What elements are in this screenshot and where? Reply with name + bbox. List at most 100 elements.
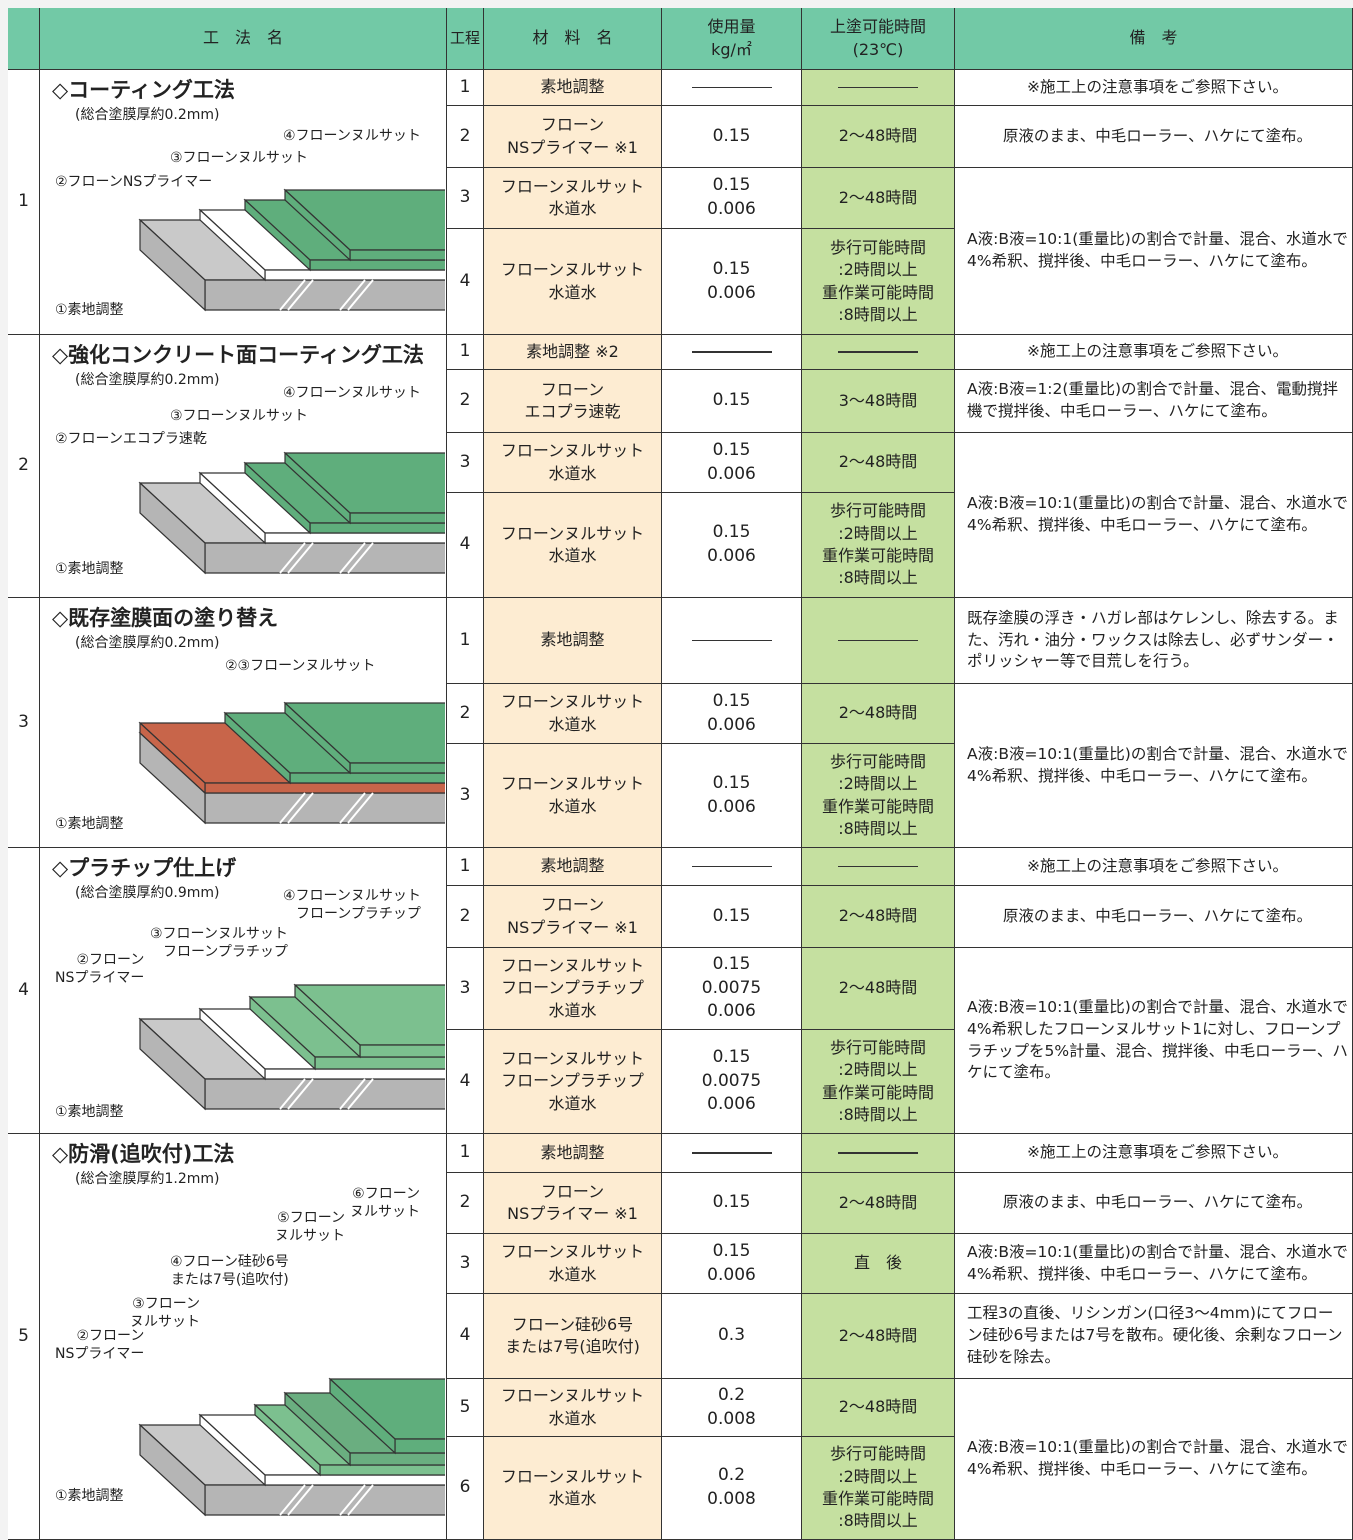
cut-mark: [339, 792, 374, 824]
usage-cell: 0.15 0.0075 0.006: [662, 1030, 802, 1134]
material-cell: 素地調整 ※2: [484, 335, 662, 370]
step-number: 6: [447, 1437, 484, 1540]
layer-shape: [204, 279, 445, 311]
layer-shape: [224, 711, 291, 785]
layer-shape: [264, 1474, 445, 1486]
layer-label: ②フローンNSプライマー: [55, 174, 213, 192]
material-cell: 素地調整: [484, 598, 662, 684]
usage-cell: [662, 598, 802, 684]
layer-diagram: [138, 451, 445, 575]
step-number: 5: [447, 1379, 484, 1437]
dash: [838, 865, 918, 868]
usage-cell: 0.15: [662, 370, 802, 433]
layer-shape: [204, 1484, 445, 1516]
coating-thickness: (総合塗膜厚約0.2mm): [75, 372, 220, 388]
usage-cell: [662, 1134, 802, 1173]
section-number: 5: [8, 1134, 40, 1540]
time-cell: 2〜48時間: [802, 684, 955, 744]
material-cell: 素地調整: [484, 70, 662, 106]
material-cell: フローンヌルサット フローンプラチップ 水道水: [484, 1030, 662, 1134]
layer-shape: [349, 512, 445, 524]
method-cell: ◇強化コンクリート面コーティング工法 (総合塗膜厚約0.2mm) ④フローンヌルサッ…: [40, 335, 447, 598]
layer-shape: [204, 1078, 445, 1110]
material-cell: フローンヌルサット 水道水: [484, 1379, 662, 1437]
material-cell: フローンヌルサット フローンプラチップ 水道水: [484, 948, 662, 1030]
step-number: 2: [447, 684, 484, 744]
note-cell: A液:B液=10:1(重量比)の割合で計量、混合、水道水で4%希釈、撹拌後、中毛…: [955, 1379, 1353, 1540]
step-number: 2: [447, 370, 484, 433]
layer-shape: [244, 198, 311, 272]
layer-shape: [294, 983, 361, 1059]
layer-shape: [199, 1007, 266, 1081]
time-cell: 2〜48時間: [802, 1173, 955, 1234]
step-number: 4: [447, 493, 484, 598]
layer-shape: [284, 188, 351, 262]
method-cell: ◇コーティング工法 (総合塗膜厚約0.2mm) ④フローンヌルサット ③フローンヌルサ…: [40, 70, 447, 335]
cut-mark: [279, 1078, 314, 1110]
section-number: 1: [8, 70, 40, 335]
time-cell: 2〜48時間: [802, 106, 955, 168]
header-cell: 工程: [447, 8, 484, 70]
step-number: 3: [447, 948, 484, 1030]
material-cell: 素地調整: [484, 848, 662, 886]
method-title: ◇強化コンクリート面コーティング工法: [52, 343, 424, 367]
section-number: 4: [8, 848, 40, 1134]
time-cell: [802, 1134, 955, 1173]
layer-shape: [264, 1068, 445, 1080]
step-number: 1: [447, 848, 484, 886]
time-cell: 歩行可能時間 :2時間以上 重作業可能時間 :8時間以上: [802, 744, 955, 848]
layer-label: ④フローン硅砂6号 または7号(追吹付): [170, 1254, 289, 1289]
time-cell: [802, 598, 955, 684]
usage-cell: 0.2 0.008: [662, 1437, 802, 1540]
material-cell: フローンヌルサット 水道水: [484, 433, 662, 493]
material-cell: フローンヌルサット 水道水: [484, 168, 662, 229]
layer-label: ①素地調整: [55, 1104, 124, 1122]
step-number: 3: [447, 433, 484, 493]
header-cell: 材 料 名: [484, 8, 662, 70]
material-cell: フローンヌルサット 水道水: [484, 684, 662, 744]
note-cell: ※施工上の注意事項をご参照下さい。: [955, 1134, 1353, 1173]
layer-shape: [359, 1044, 445, 1058]
layer-label: ②フローンエコプラ速乾: [55, 431, 207, 449]
note-cell: 工程3の直後、リシンガン(口径3〜4mm)にてフローン硅砂6号または7号を散布。…: [955, 1294, 1353, 1379]
layer-shape: [139, 218, 206, 312]
layer-diagram: [138, 1377, 445, 1517]
step-number: 2: [447, 106, 484, 168]
material-cell: フローンヌルサット 水道水: [484, 744, 662, 848]
coating-thickness: (総合塗膜厚約1.2mm): [75, 1171, 220, 1187]
usage-cell: 0.15 0.006: [662, 684, 802, 744]
dash: [691, 351, 772, 353]
usage-cell: [662, 70, 802, 106]
layer-shape: [254, 1403, 321, 1477]
step-number: 1: [447, 70, 484, 106]
usage-cell: 0.15 0.006: [662, 229, 802, 335]
step-number: 3: [447, 744, 484, 848]
layer-label: ③フローンヌルサット フローンプラチップ: [150, 926, 288, 961]
layer-shape: [314, 1056, 445, 1070]
material-cell: 素地調整: [484, 1134, 662, 1173]
header-cell: 上塗可能時間 (23℃): [802, 8, 955, 70]
header-cell: 使用量 kg/㎡: [662, 8, 802, 70]
header-cell: [8, 8, 40, 70]
layer-shape: [139, 721, 206, 795]
step-number: 1: [447, 598, 484, 684]
layer-shape: [139, 1423, 206, 1517]
layer-shape: [349, 1452, 445, 1466]
layer-shape: [349, 249, 445, 261]
layer-label: ②フローン NSプライマー: [55, 952, 145, 987]
usage-cell: 0.2 0.008: [662, 1379, 802, 1437]
coating-thickness: (総合塗膜厚約0.2mm): [75, 635, 220, 651]
dash: [691, 1152, 772, 1154]
dash: [691, 639, 772, 642]
usage-cell: 0.15: [662, 106, 802, 168]
time-cell: 2〜48時間: [802, 1294, 955, 1379]
layer-shape: [249, 995, 316, 1071]
usage-cell: 0.15 0.006: [662, 168, 802, 229]
note-cell: ※施工上の注意事項をご参照下さい。: [955, 335, 1353, 370]
layer-shape: [199, 1413, 266, 1487]
method-cell: ◇既存塗膜面の塗り替え (総合塗膜厚約0.2mm) ②③フローンヌルサット ①素地調整: [40, 598, 447, 848]
layer-shape: [284, 701, 351, 775]
note-cell: A液:B液=10:1(重量比)の割合で計量、混合、水道水で4%希釈、撹拌後、中毛…: [955, 168, 1353, 335]
layer-label: ④フローンヌルサット フローンプラチップ: [283, 888, 421, 923]
layer-shape: [284, 1391, 351, 1467]
